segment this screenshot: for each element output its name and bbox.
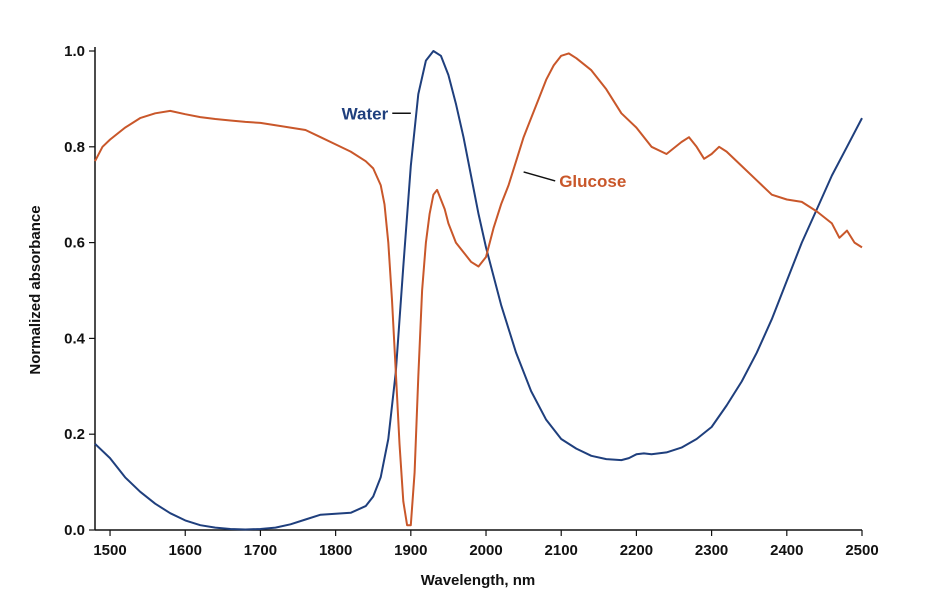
y-tick-label: 0.8 [64, 139, 85, 156]
y-tick-label: 0.6 [64, 235, 85, 252]
x-tick-label: 2400 [770, 542, 803, 559]
x-tick-label: 1700 [244, 542, 277, 559]
x-tick-label: 2300 [695, 542, 728, 559]
series-layer [94, 50, 863, 531]
x-axis-title: Wavelength, nm [421, 572, 535, 589]
annotation-layer: Water Glucose [342, 104, 627, 191]
x-tick-label: 1900 [394, 542, 427, 559]
x-tick-label: 2500 [845, 542, 878, 559]
annotation-leader [523, 171, 556, 182]
series-line-water [94, 50, 863, 531]
y-tick-label: 0.2 [64, 426, 85, 443]
axes [94, 47, 862, 531]
x-tick-label: 2000 [469, 542, 502, 559]
x-tick-label: 1600 [169, 542, 202, 559]
series-line-glucose [94, 52, 863, 527]
x-tick-label: 1800 [319, 542, 352, 559]
y-tick-label: 1.0 [64, 43, 85, 60]
series-label-water: Water [342, 104, 389, 123]
series-label-glucose: Glucose [559, 172, 626, 191]
y-axis-title: Normalized absorbance [27, 205, 44, 374]
y-tick-label: 0.4 [64, 330, 86, 347]
x-tick-label: 1500 [93, 542, 126, 559]
x-ticks: 1500 1600 1700 1800 1900 2000 2100 2200 2300 2400… [93, 530, 879, 559]
x-tick-label: 2200 [620, 542, 653, 559]
x-tick-label: 2100 [545, 542, 578, 559]
y-ticks: 0.0 0.2 0.4 0.6 0.8 1.0 [64, 43, 95, 539]
y-tick-label: 0.0 [64, 522, 85, 539]
